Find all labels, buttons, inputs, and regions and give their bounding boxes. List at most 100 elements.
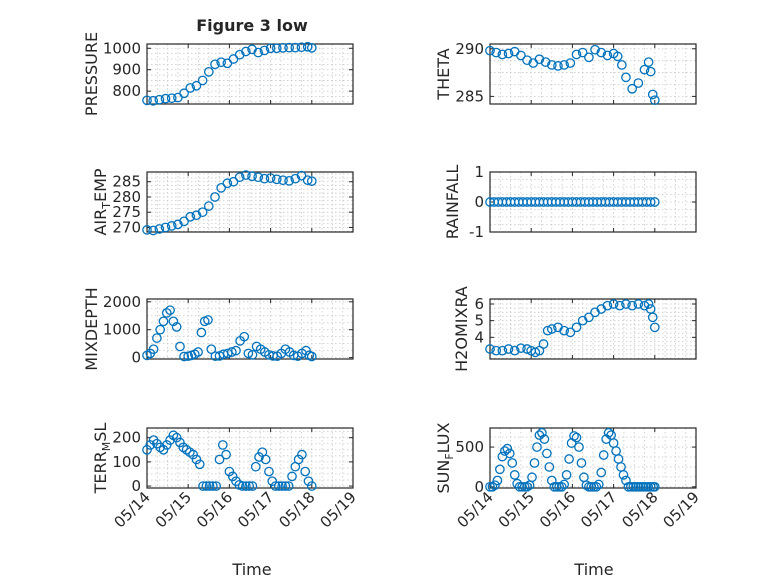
data-point	[284, 42, 294, 53]
y-tick-label: 200	[112, 429, 141, 447]
data-point	[517, 481, 527, 492]
data-point	[504, 448, 515, 459]
data-point	[165, 305, 175, 316]
data-point	[616, 60, 627, 70]
data-point	[603, 427, 614, 438]
x-tick-label: 05/19	[660, 488, 703, 531]
data-point	[222, 348, 233, 359]
data-point	[175, 341, 185, 352]
y-tick-label: 290	[455, 40, 484, 58]
data-point	[491, 345, 502, 356]
data-point	[259, 173, 270, 184]
data-point	[290, 42, 301, 53]
data-point	[516, 50, 526, 61]
data-point	[267, 476, 278, 487]
data-point	[211, 481, 222, 491]
y-axis-label: MIXDEPTH	[82, 287, 101, 370]
data-point	[559, 479, 570, 490]
data-point	[254, 452, 264, 462]
axes-box	[146, 43, 354, 105]
data-point	[602, 50, 613, 61]
y-tick-label: 1	[474, 163, 484, 181]
data-point	[168, 316, 179, 327]
data-point	[627, 83, 637, 94]
data-point	[145, 440, 156, 450]
data-point	[519, 481, 530, 492]
data-point	[509, 345, 520, 356]
data-point	[194, 459, 205, 470]
data-point	[635, 481, 646, 492]
data-point	[234, 172, 245, 183]
data-point	[584, 312, 594, 323]
data-point	[613, 454, 624, 464]
grid	[146, 428, 354, 488]
data-point	[647, 312, 658, 323]
data-point	[643, 299, 654, 309]
y-tick-label: -1	[469, 223, 484, 241]
y-axis-label: AIRTEMP	[91, 168, 113, 235]
data-point	[614, 300, 625, 311]
data-point	[296, 170, 307, 181]
data-point	[499, 446, 510, 456]
data-point	[596, 47, 607, 58]
data-point	[260, 454, 271, 465]
data-point	[296, 42, 307, 53]
data-point	[588, 481, 599, 492]
data-point	[283, 481, 294, 491]
data-point	[647, 89, 658, 100]
data-point	[204, 481, 215, 491]
x-tick-label: 05/17	[577, 488, 620, 531]
y-tick-label: 0	[474, 193, 484, 211]
x-tick-label: 05/16	[193, 488, 236, 531]
data-point	[241, 481, 251, 491]
data-point	[621, 475, 631, 486]
subplot-7: 0100200TERRMSL05/1405/1505/1605/1705/180…	[91, 423, 360, 532]
y-axis-label: SUNFLUX	[434, 422, 456, 493]
y-axis-label: TERRMSL	[91, 423, 113, 495]
series-markers	[485, 299, 660, 358]
data-point	[148, 225, 159, 236]
subplot-4: -1 0 1 RAINFALL	[443, 163, 697, 241]
data-point	[559, 60, 570, 70]
data-point	[148, 344, 159, 355]
data-point	[542, 448, 552, 459]
y-tick-label: 0	[131, 477, 141, 495]
data-point	[247, 349, 258, 360]
data-point	[565, 58, 576, 68]
data-point	[244, 481, 255, 491]
data-point	[485, 45, 495, 56]
data-point	[253, 47, 264, 58]
data-point	[166, 221, 177, 231]
data-point	[643, 481, 654, 492]
data-point	[522, 481, 532, 492]
y-axis-label: THETA	[434, 48, 453, 100]
data-point	[590, 44, 600, 55]
data-point	[532, 442, 542, 452]
data-point	[633, 481, 644, 492]
data-point	[569, 431, 579, 441]
y-tick-label: 1000	[103, 39, 141, 57]
y-tick-label: 100	[112, 453, 141, 471]
data-point	[554, 481, 565, 492]
data-point	[193, 347, 203, 357]
data-point	[171, 322, 182, 332]
data-point	[155, 324, 166, 335]
y-tick-label: 900	[112, 61, 141, 79]
data-point	[627, 300, 637, 311]
data-point	[265, 173, 276, 183]
data-point	[196, 327, 207, 338]
data-point	[278, 175, 288, 186]
data-point	[643, 57, 654, 67]
series-markers	[485, 44, 660, 106]
data-point	[490, 480, 500, 491]
data-point	[538, 339, 549, 349]
series-markers	[142, 170, 317, 236]
data-point	[584, 481, 594, 492]
x-tick-label: 05/15	[495, 488, 538, 531]
data-point	[297, 449, 307, 460]
series-markers	[485, 197, 660, 207]
data-point	[621, 299, 631, 309]
y-tick-label: 800	[112, 82, 141, 100]
